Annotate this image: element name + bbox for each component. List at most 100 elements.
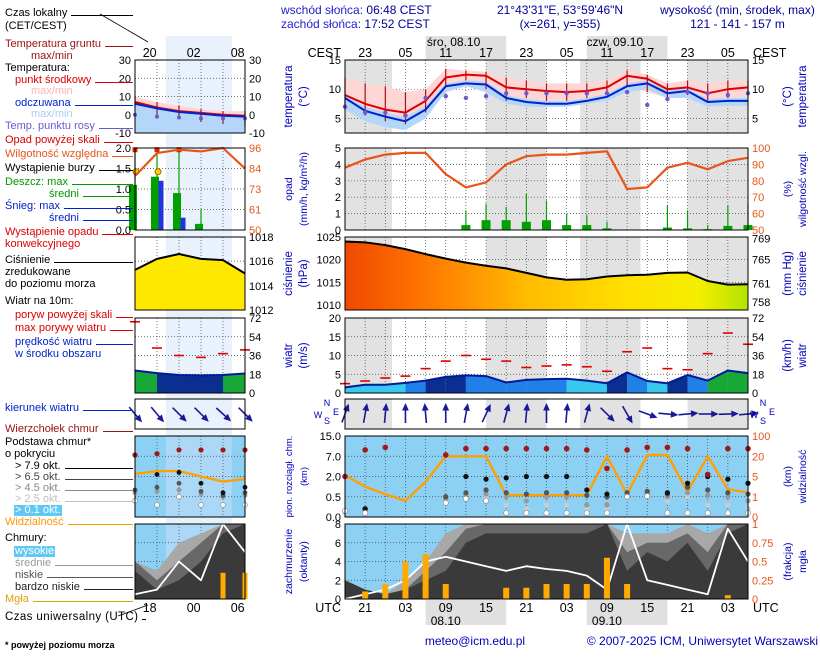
rain-bar (662, 227, 672, 230)
axis-title: ciśnienie (283, 251, 295, 296)
wind-area-seg (727, 370, 748, 393)
cloud-base-dot (503, 502, 509, 508)
cloud-top-dot (176, 447, 182, 453)
cloud-base-dot (176, 487, 182, 493)
cloud-base-dot (483, 491, 489, 497)
cloud-top-dot (604, 465, 610, 472)
clouds-low-area (135, 524, 245, 599)
cloud-top-dot (198, 447, 204, 453)
axis-tick: 54 (752, 332, 764, 344)
axis-tick: 5 (752, 472, 758, 484)
legend-item-label: > 4.5 okt. (15, 482, 61, 494)
legend-item: > 7.9 okt. (14, 461, 133, 472)
axis-tick: 0 (125, 110, 131, 122)
fog-bar (583, 584, 590, 599)
wind-area-seg (405, 380, 426, 393)
series-line (134, 523, 246, 596)
legend-item-label: max/min (31, 50, 73, 62)
rain-bar (521, 221, 531, 230)
legend-item-label: Wystąpienie burzy (5, 162, 95, 174)
legend-item-label: do poziomu morza (5, 278, 96, 290)
cloud-top-dot (563, 445, 570, 452)
cloud-base-dot (644, 488, 650, 494)
cloud-base-dot (543, 494, 550, 500)
legend-item-label: kierunek wiatru (5, 402, 79, 414)
cloud-top-dot (543, 445, 550, 452)
axis-tick: 8 (335, 519, 341, 531)
legend-pointer-line (102, 431, 133, 432)
axis-tick: 10 (752, 84, 764, 96)
legend-item-label: > 7.9 okt. (15, 460, 61, 472)
axis-tick: 18 (249, 369, 261, 381)
sunrise-label: wschód słońca: (281, 3, 364, 17)
legend-item-label: Widzialność (5, 516, 64, 528)
cloud-top-dot (584, 447, 590, 453)
axis-tick: -10 (115, 128, 131, 140)
dew-point-dot (584, 91, 589, 96)
sunset-row: zachód słońca: 17:52 CEST (281, 17, 430, 31)
wind-area-seg (586, 380, 607, 393)
dew-point-dot (383, 110, 388, 115)
axis-tick: 4 (335, 557, 341, 569)
axis-title-unit: (km) (299, 467, 310, 486)
cloud-base-dot (523, 506, 529, 512)
legend-pointer-line (58, 553, 133, 554)
cloud-top-dot (154, 451, 160, 457)
cloud-base-dot (684, 484, 691, 490)
wind-arrow (621, 405, 633, 424)
day-label: czw, 09.10 (586, 35, 643, 49)
cloud-base-dot (564, 502, 570, 508)
cloud-base-dot (198, 488, 204, 494)
dew-point-dot (362, 110, 368, 115)
utc-hour-label: 09 (439, 601, 453, 615)
legend-item: średnie (14, 558, 133, 569)
legend-pointer-line (32, 601, 133, 602)
utc-hour-label: 09 (600, 601, 614, 615)
wind-arrow (215, 407, 232, 422)
panel-frame (344, 523, 749, 600)
panel-frame (134, 59, 246, 134)
axis-tick: 10 (329, 351, 341, 363)
legend-item-label: wysokie (14, 545, 56, 557)
legend-pointer-line (102, 234, 133, 235)
rain-bar (501, 220, 511, 230)
legend-item-label: punkt środkowy (15, 74, 92, 86)
day-band (586, 600, 668, 625)
wind-area-seg (135, 370, 157, 393)
cloud-base-dot (725, 502, 731, 508)
cloud-base-dot (154, 472, 160, 477)
wind-area-seg (627, 372, 648, 393)
axis-tick: 100 (752, 143, 770, 155)
pressure-line (344, 240, 749, 286)
compass-w: W (750, 410, 759, 420)
cloud-base-dot (523, 510, 530, 516)
axis-tick: 1020 (317, 255, 341, 267)
cloud-base-dot (564, 494, 570, 500)
series-line (134, 102, 246, 118)
cloud-base-dot (705, 487, 711, 493)
axis-title-unit: (°C) (782, 86, 794, 107)
series-line (134, 369, 246, 377)
wind-area-seg (546, 378, 567, 393)
wind-arrow (362, 403, 370, 424)
rain-bar (461, 225, 471, 230)
contact-email-link[interactable]: meteo@icm.edu.pl (424, 634, 526, 648)
fog-bar (220, 572, 226, 599)
legend-item-label: prędkość wiatru (15, 336, 93, 348)
cloud-base-dot (624, 490, 630, 496)
rain-bar (195, 223, 203, 230)
legend-pointer-line (64, 468, 133, 469)
cloud-top-dot (442, 452, 449, 458)
dew-point-dot (725, 92, 731, 98)
axis-tick: 80 (752, 176, 764, 188)
axis-title: widzialność (797, 450, 809, 505)
legend-pointer-line (98, 128, 133, 129)
cloud-base-dot (176, 470, 182, 475)
cloud-base-dot (483, 487, 489, 493)
snow-bar (180, 217, 186, 230)
legend-item: Czas uniwersalny (UTC) (4, 611, 147, 623)
axis-title-unit: (%) (782, 181, 794, 197)
legend-item-label: odczuwana (15, 97, 71, 109)
legend-item: Mgła (4, 594, 133, 605)
panel-frame (134, 435, 246, 518)
